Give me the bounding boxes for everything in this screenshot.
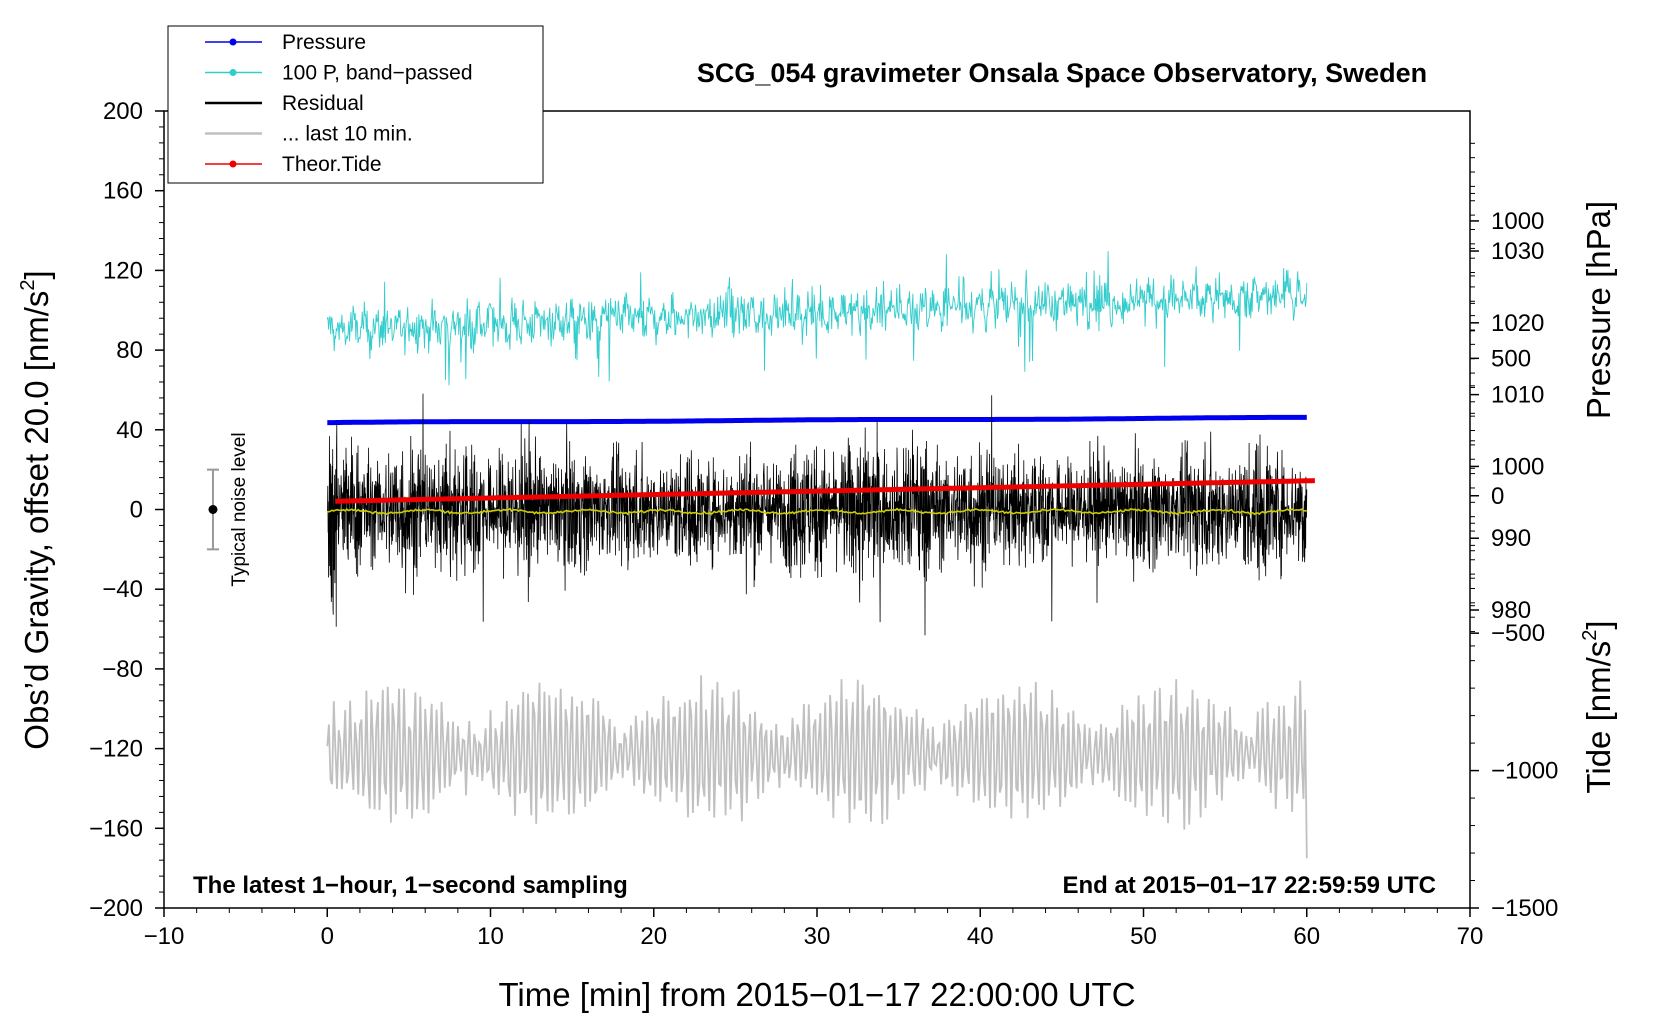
y-axis-title-sup: 2 <box>17 279 39 290</box>
x-tick-label: 20 <box>640 923 667 950</box>
tide-tick-label: 1000 <box>1491 208 1544 235</box>
y-tick-label: −80 <box>102 656 143 683</box>
axes-layer: −10 0 10 20 30 40 50 60 70−200−160−120−80−400408… <box>89 98 1558 950</box>
y-tick-label: 80 <box>116 337 143 364</box>
legend-label: 100 P, band−passed <box>282 62 473 85</box>
noise-label: Typical noise level <box>229 432 250 586</box>
x-axis-title: Time [min] from 2015−01−17 22:00:00 UTC <box>498 976 1135 1013</box>
x-tick-label: 30 <box>804 923 831 950</box>
y-axis-title: Obs’d Gravity, offset 20.0 [nm/s2] <box>17 270 55 749</box>
series-band-passed-line <box>326 251 1308 386</box>
x-tick-label: 0 <box>321 923 334 950</box>
data-layer <box>326 251 1315 859</box>
x-tick-label: 70 <box>1457 923 1484 950</box>
y-tick-label: −40 <box>102 576 143 603</box>
y-tick-label: −160 <box>89 815 143 842</box>
tide-tick-label: −1000 <box>1491 758 1558 785</box>
x-tick-label: 10 <box>477 923 504 950</box>
sampling-note: The latest 1−hour, 1−second sampling <box>193 872 628 899</box>
y-tick-label: 40 <box>116 417 143 444</box>
x-tick-label: 40 <box>967 923 994 950</box>
series-smoothed-line <box>327 507 1307 516</box>
tide-axis-title: Tide [nm/s2] <box>1579 620 1617 793</box>
pressure-tick-label: 1000 <box>1491 453 1544 480</box>
pressure-tick-label: 990 <box>1491 525 1531 552</box>
x-tick-label: 60 <box>1293 923 1320 950</box>
tide-tick-label: 0 <box>1491 483 1504 510</box>
pressure-tick-label: 1020 <box>1491 310 1544 337</box>
tide-tick-label: −500 <box>1491 620 1545 647</box>
pressure-tick-label: 1030 <box>1491 238 1544 265</box>
series-residual-line <box>326 393 1308 636</box>
legend-label: Residual <box>282 92 364 115</box>
tide-axis-title-sup: 2 <box>1579 630 1601 641</box>
y-tick-label: 160 <box>103 178 143 205</box>
tide-tick-label: −1500 <box>1491 895 1558 922</box>
series-last-10-min-line <box>326 675 1308 859</box>
x-tick-label: −10 <box>144 923 185 950</box>
legend-marker <box>229 160 237 168</box>
chart-title: SCG_054 gravimeter Onsala Space Observat… <box>697 58 1427 88</box>
y-tick-label: 0 <box>130 497 143 524</box>
legend-marker <box>229 69 237 76</box>
end-time-note: End at 2015−01−17 22:59:59 UTC <box>1062 872 1436 899</box>
legend-box <box>167 25 544 184</box>
y-tick-label: −120 <box>89 736 143 763</box>
noise-level-indicator: Typical noise level <box>206 432 250 587</box>
series-tide-line <box>335 478 1315 504</box>
series-pressure-line <box>327 414 1307 426</box>
pressure-axis-title: Pressure [hPa] <box>1580 201 1617 419</box>
y-tick-label: −200 <box>89 895 143 922</box>
legend-label: Theor.Tide <box>282 153 382 176</box>
y-tick-label: 200 <box>103 98 143 125</box>
legend: Pressure 100 P, band−passed Residual ... la… <box>167 25 544 184</box>
legend-label: ... last 10 min. <box>282 123 413 146</box>
legend-marker <box>229 38 237 46</box>
tide-tick-label: 500 <box>1491 345 1531 372</box>
pressure-tick-label: 980 <box>1491 597 1531 624</box>
y-tick-label: 120 <box>103 257 143 284</box>
legend-items: Pressure 100 P, band−passed Residual ... la… <box>205 31 473 176</box>
x-tick-label: 50 <box>1130 923 1157 950</box>
legend-label: Pressure <box>282 31 366 54</box>
pressure-tick-label: 1010 <box>1491 382 1544 409</box>
noise-dot <box>208 505 218 514</box>
